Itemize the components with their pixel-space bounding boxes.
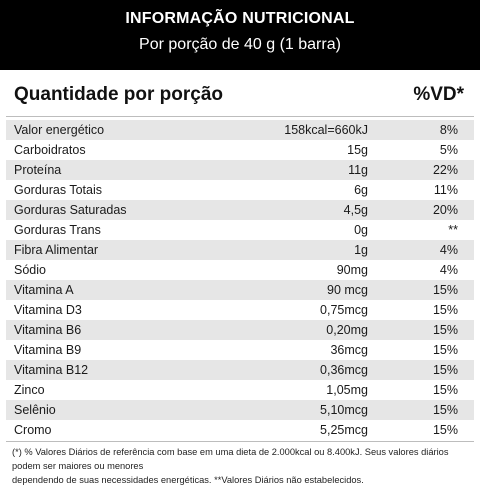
nutrient-daily-value: ** bbox=[448, 223, 458, 237]
nutrient-quantity: 0,75mcg bbox=[320, 303, 368, 317]
nutrient-daily-value: 15% bbox=[432, 423, 458, 437]
header-title: INFORMAÇÃO NUTRICIONAL bbox=[125, 10, 355, 27]
nutrient-quantity: 11g bbox=[348, 163, 368, 177]
nutrient-name: Vitamina B9 bbox=[14, 343, 82, 357]
nutrient-quantity: 0,20mg bbox=[326, 323, 368, 337]
table-row: Gorduras Trans 0g ** bbox=[6, 220, 474, 240]
table-row: Vitamina B9 36mcg 15% bbox=[6, 340, 474, 360]
nutrient-quantity: 1,05mg bbox=[326, 383, 368, 397]
nutrient-name: Fibra Alimentar bbox=[14, 243, 99, 257]
table-row: Vitamina B6 0,20mg 15% bbox=[6, 320, 474, 340]
nutrient-daily-value: 11% bbox=[433, 183, 458, 197]
table-row: Proteína 11g 22% bbox=[6, 160, 474, 180]
table-row: Valor energético 158kcal=660kJ 8% bbox=[6, 120, 474, 140]
nutrient-daily-value: 8% bbox=[439, 123, 458, 137]
nutrient-name: Sódio bbox=[14, 263, 46, 277]
footer-divider bbox=[6, 441, 474, 442]
table-row: Carboidratos 15g 5% bbox=[6, 140, 474, 160]
serving-size: Por porção de 40 g (1 barra) bbox=[139, 36, 341, 53]
nutrient-daily-value: 4% bbox=[439, 243, 458, 257]
header-divider bbox=[6, 116, 474, 117]
nutrient-daily-value: 20% bbox=[432, 203, 458, 217]
nutrient-daily-value: 22% bbox=[432, 163, 458, 177]
nutrient-name: Vitamina B12 bbox=[14, 363, 89, 377]
table-row: Zinco 1,05mg 15% bbox=[6, 380, 474, 400]
nutrient-daily-value: 15% bbox=[432, 283, 458, 297]
nutrient-daily-value: 15% bbox=[432, 383, 458, 397]
nutrient-name: Proteína bbox=[14, 163, 62, 177]
footnote: (*) % Valores Diários de referência com … bbox=[12, 445, 472, 487]
table-row: Vitamina A 90 mcg 15% bbox=[6, 280, 474, 300]
nutrient-quantity: 158kcal=660kJ bbox=[284, 123, 368, 137]
table-row: Sódio 90mg 4% bbox=[6, 260, 474, 280]
nutrient-daily-value: 5% bbox=[439, 143, 458, 157]
nutrient-name: Selênio bbox=[14, 403, 56, 417]
nutrient-quantity: 4,5g bbox=[343, 203, 368, 217]
nutrient-quantity: 36mcg bbox=[330, 343, 368, 357]
nutrition-table: Valor energético 158kcal=660kJ 8% Carboidr… bbox=[6, 120, 474, 440]
nutrient-daily-value: 15% bbox=[432, 363, 458, 377]
nutrient-name: Gorduras Totais bbox=[14, 183, 103, 197]
table-row: Vitamina D3 0,75mcg 15% bbox=[6, 300, 474, 320]
nutrient-name: Vitamina D3 bbox=[14, 303, 82, 317]
nutrient-name: Vitamina B6 bbox=[14, 323, 82, 337]
nutrient-quantity: 5,10mcg bbox=[320, 403, 368, 417]
nutrient-quantity: 5,25mcg bbox=[320, 423, 368, 437]
nutrient-quantity: 90 mcg bbox=[327, 283, 368, 297]
nutrient-name: Valor energético bbox=[14, 123, 105, 137]
nutrient-name: Zinco bbox=[14, 383, 45, 397]
nutrient-quantity: 0,36mcg bbox=[320, 363, 368, 377]
nutrient-name: Gorduras Trans bbox=[14, 223, 101, 237]
nutrient-quantity: 15g bbox=[347, 143, 368, 157]
nutrient-daily-value: 15% bbox=[432, 403, 458, 417]
nutrition-header: INFORMAÇÃO NUTRICIONAL Por porção de 40 … bbox=[0, 0, 480, 70]
footnote-line-1: (*) % Valores Diários de referência com … bbox=[12, 447, 449, 471]
nutrient-daily-value: 4% bbox=[439, 263, 458, 277]
nutrient-quantity: 0g bbox=[354, 223, 368, 237]
nutrient-name: Gorduras Saturadas bbox=[14, 203, 127, 217]
nutrient-name: Cromo bbox=[14, 423, 52, 437]
nutrient-quantity: 90mg bbox=[336, 263, 368, 277]
footnote-line-2: dependendo de suas necessidades energéti… bbox=[12, 475, 364, 485]
nutrient-name: Vitamina A bbox=[14, 283, 74, 297]
table-row: Selênio 5,10mcg 15% bbox=[6, 400, 474, 420]
table-row: Cromo 5,25mcg 15% bbox=[6, 420, 474, 440]
nutrient-daily-value: 15% bbox=[432, 343, 458, 357]
nutrient-daily-value: 15% bbox=[432, 323, 458, 337]
nutrient-quantity: 1g bbox=[354, 243, 368, 257]
table-row: Fibra Alimentar 1g 4% bbox=[6, 240, 474, 260]
column-header-quantity: Quantidade por porção bbox=[14, 84, 224, 105]
table-row: Vitamina B12 0,36mcg 15% bbox=[6, 360, 474, 380]
nutrient-quantity: 6g bbox=[354, 183, 368, 197]
nutrient-name: Carboidratos bbox=[14, 143, 86, 157]
nutrient-daily-value: 15% bbox=[432, 303, 458, 317]
table-row: Gorduras Totais 6g 11% bbox=[6, 180, 474, 200]
table-row: Gorduras Saturadas 4,5g 20% bbox=[6, 200, 474, 220]
column-header-daily-value: %VD* bbox=[413, 84, 464, 105]
